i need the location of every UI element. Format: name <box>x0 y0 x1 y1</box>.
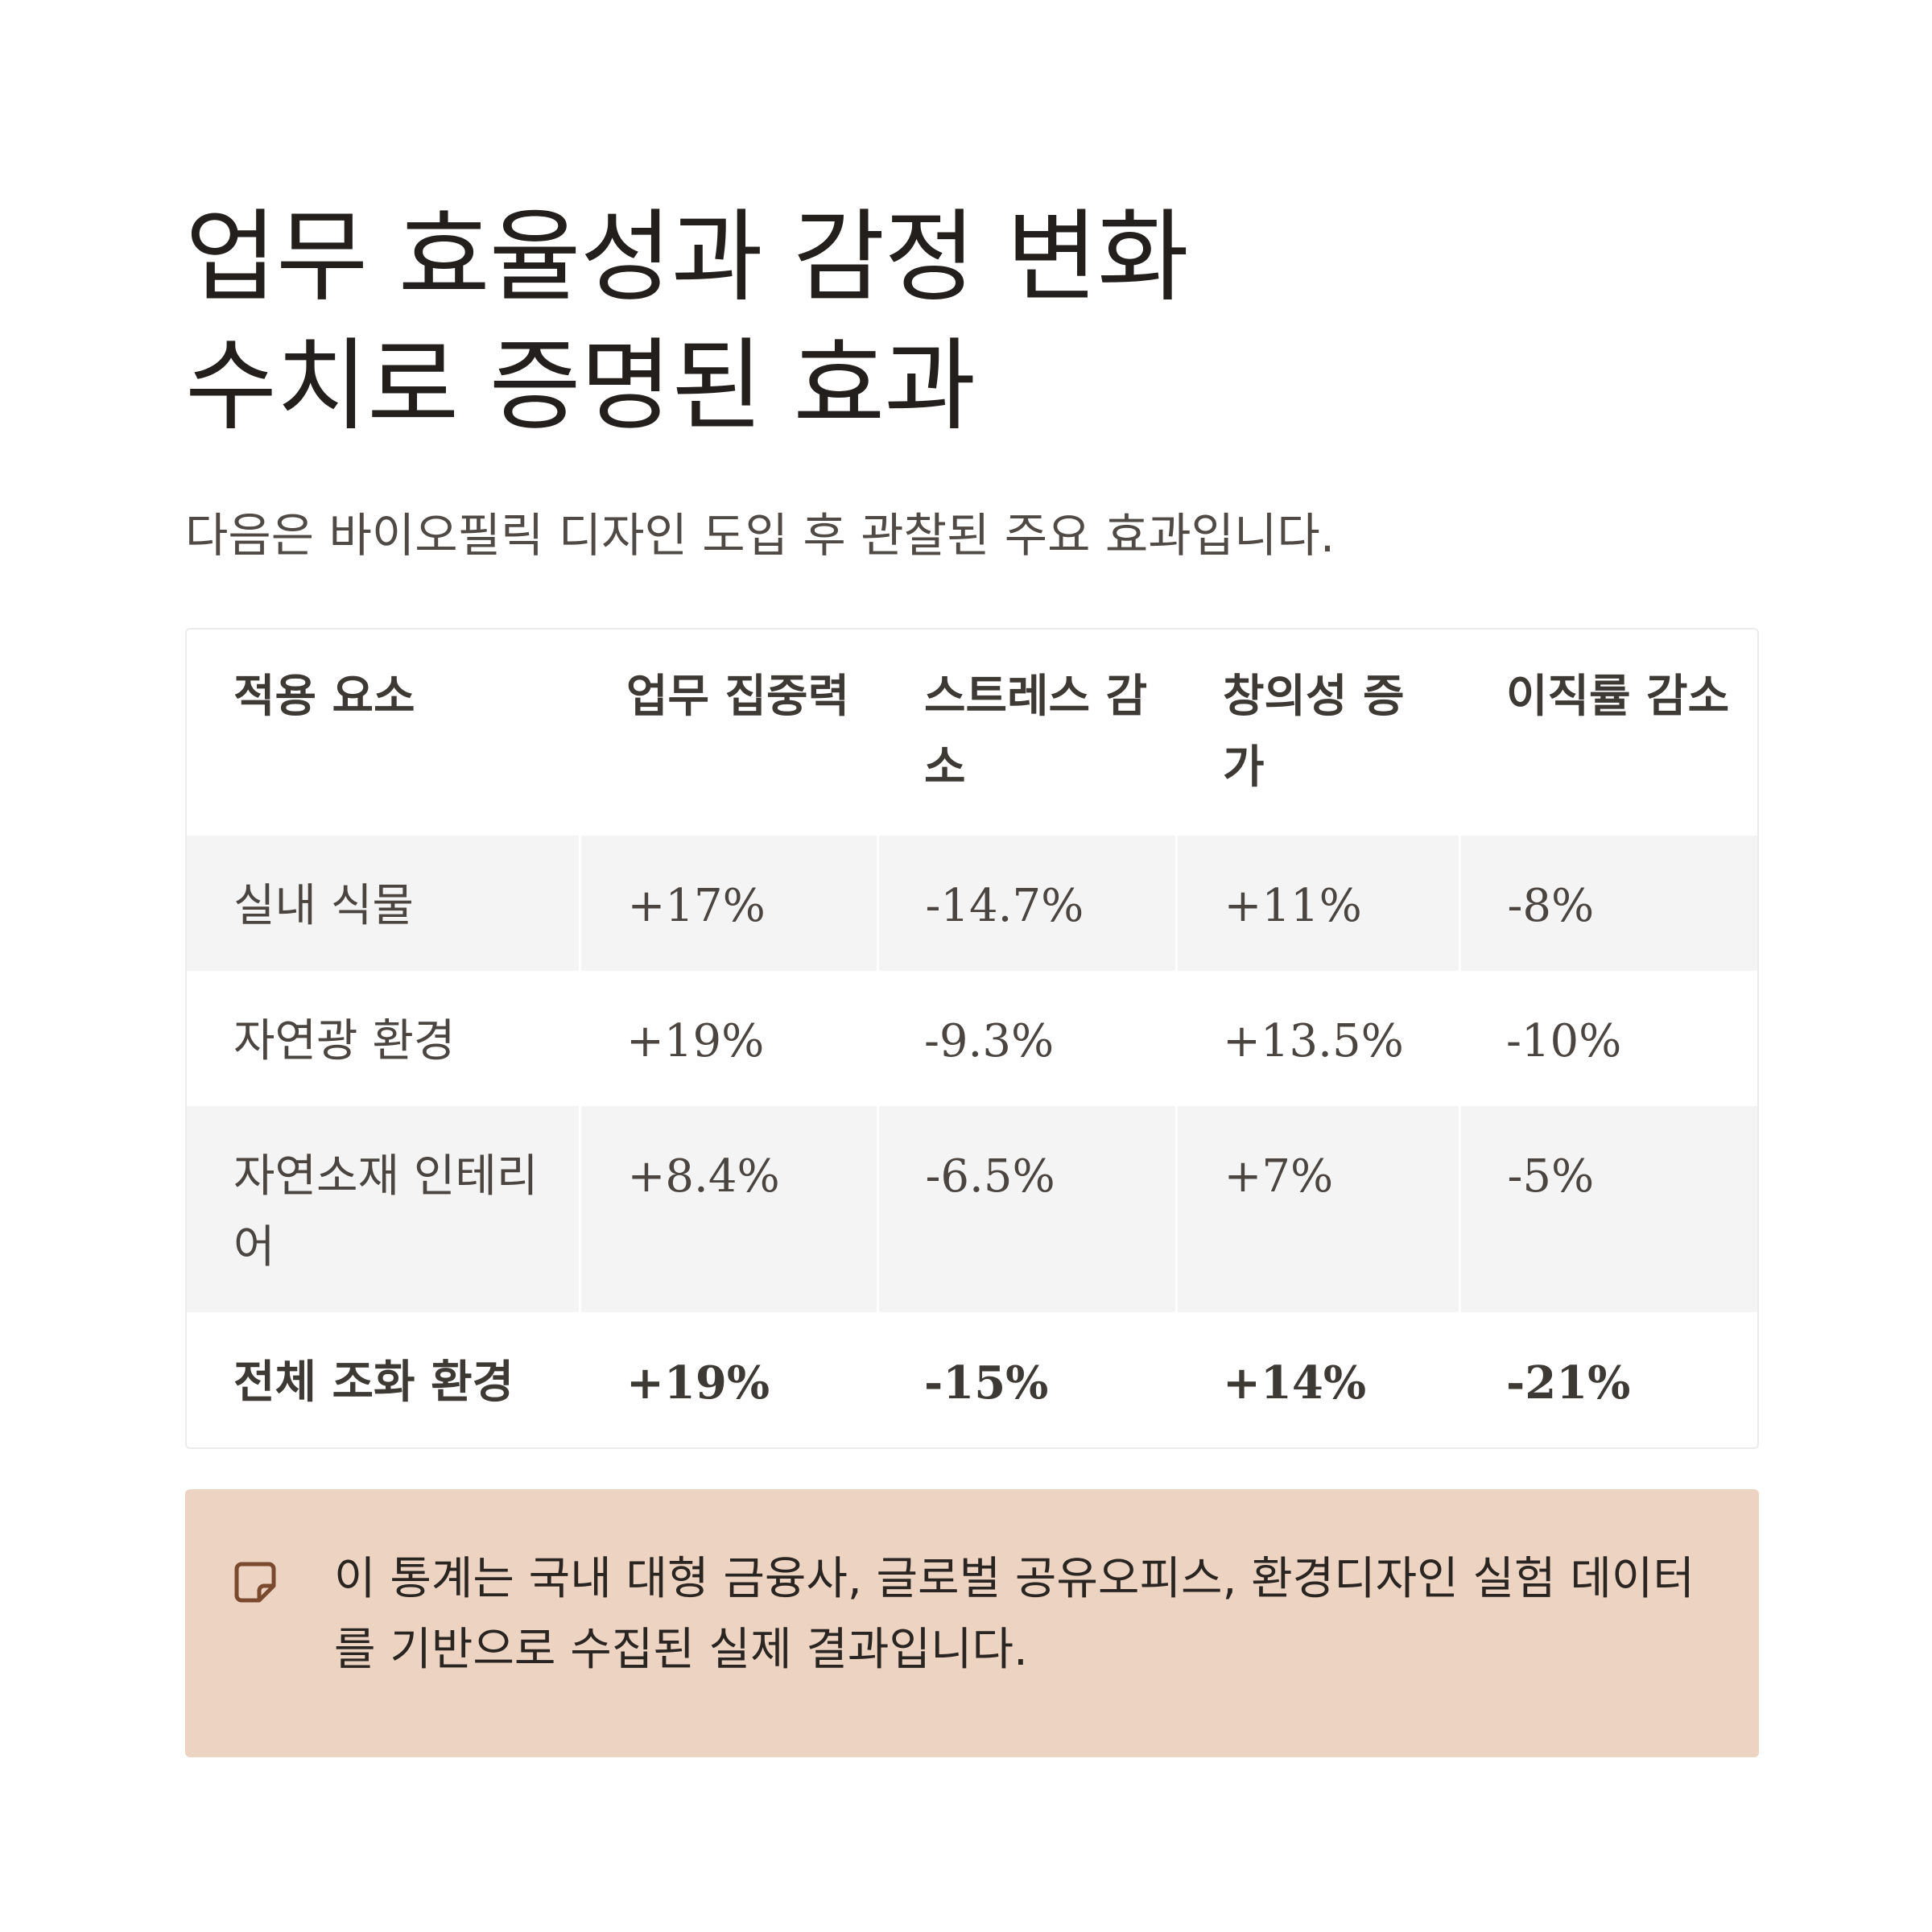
page-subtitle: 다음은 바이오필릭 디자인 도입 후 관찰된 주요 효과입니다. <box>185 508 1335 563</box>
note-icon <box>234 1562 276 1603</box>
cell-value: +11% <box>1174 836 1459 971</box>
column-header-focus: 업무 집중력 <box>626 671 850 723</box>
row-label: 전체 조화 환경 <box>233 1356 514 1409</box>
cell-value: -5% <box>1458 1106 1757 1312</box>
cell-value: -6.5% <box>876 1106 1176 1312</box>
table-total-row: 전체 조화 환경 +19% -15% +14% -21% <box>187 1312 1757 1447</box>
effects-table: 적용 요소 업무 집중력 스트레스 감소 창의성 증가 이직률 감소 실내 식물… <box>185 628 1759 1449</box>
row-label: 자연광 환경 <box>233 1015 456 1067</box>
cell-value: +14% <box>1223 1356 1367 1410</box>
row-label: 실내 식물 <box>187 836 580 971</box>
page-title: 업무 효율성과 감정 변화 수치로 증명된 효과 <box>185 193 1189 451</box>
cell-value: -8% <box>1458 836 1757 971</box>
column-header-stress: 스트레스 감소 <box>924 671 1148 794</box>
note-text: 이 통계는 국내 대형 금융사, 글로벌 공유오피스, 환경디자인 실험 데이터… <box>334 1553 1695 1676</box>
cell-value: -15% <box>924 1356 1049 1410</box>
column-header-element: 적용 요소 <box>233 671 415 723</box>
note-callout: 이 통계는 국내 대형 금융사, 글로벌 공유오피스, 환경디자인 실험 데이터… <box>185 1489 1759 1757</box>
cell-value: -14.7% <box>876 836 1176 971</box>
cell-value: -9.3% <box>924 1015 1055 1067</box>
column-header-turnover: 이직률 감소 <box>1506 671 1730 723</box>
cell-value: +19% <box>626 1356 770 1410</box>
table-row: 자연광 환경 +19% -9.3% +13.5% -10% <box>187 971 1757 1106</box>
cell-value: +7% <box>1174 1106 1459 1312</box>
cell-value: +19% <box>626 1015 765 1067</box>
cell-value: +8.4% <box>578 1106 877 1312</box>
table-header-row: 적용 요소 업무 집중력 스트레스 감소 창의성 증가 이직률 감소 <box>187 630 1757 836</box>
table-row: 실내 식물 +17% -14.7% +11% -8% <box>187 836 1757 971</box>
column-header-creativity: 창의성 증가 <box>1223 671 1405 794</box>
title-line-2: 수치로 증명된 효과 <box>185 328 976 444</box>
cell-value: -21% <box>1506 1356 1631 1410</box>
cell-value: -10% <box>1506 1015 1622 1067</box>
cell-value: +17% <box>578 836 877 971</box>
row-label: 자연소재 인테리어 <box>187 1106 580 1312</box>
cell-value: +13.5% <box>1223 1015 1404 1067</box>
table-row: 자연소재 인테리어 +8.4% -6.5% +7% -5% <box>187 1106 1757 1312</box>
title-line-1: 업무 효율성과 감정 변화 <box>185 200 1189 316</box>
